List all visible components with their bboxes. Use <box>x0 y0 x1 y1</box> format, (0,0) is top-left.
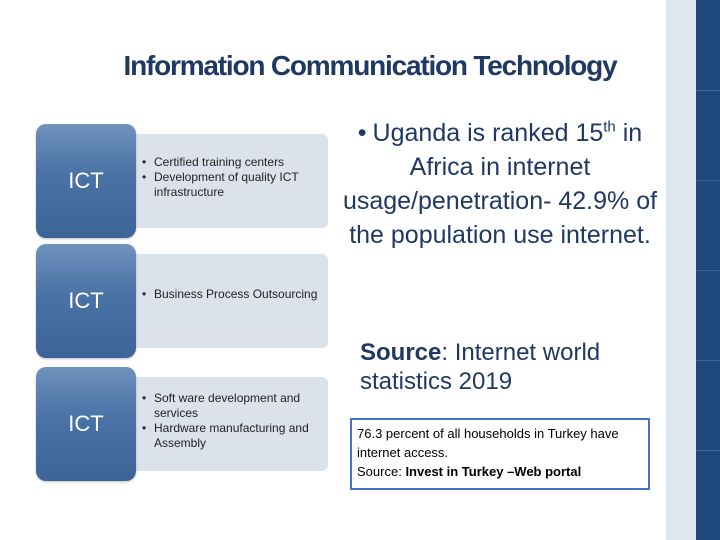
uganda-line-pre: Uganda is ranked 15 <box>372 119 604 147</box>
ict-row-2-bullets: Business Process Outsourcing <box>142 287 322 302</box>
uganda-ranking-text: • Uganda is ranked 15th in Africa in inte… <box>340 116 660 252</box>
uganda-source-label: Source <box>360 339 442 366</box>
ict-row-1-label: ICT <box>68 168 104 193</box>
uganda-source-text: : Internet world statistics 2019 <box>360 339 601 395</box>
uganda-line-sup: th <box>603 118 616 136</box>
band-divider <box>696 180 720 181</box>
slide-title: Information Communication Technology <box>123 50 618 81</box>
turkey-source-label: Source: <box>357 464 402 479</box>
bullet-marker: • <box>357 119 367 147</box>
ict-row-3-bullets: Soft ware development and services Hardw… <box>142 391 322 451</box>
ict-row-2-box <box>36 244 136 358</box>
bullet-item: Hardware manufacturing and Assembly <box>142 421 322 451</box>
band-divider <box>696 90 720 91</box>
uganda-source: Source: Internet world statistics 2019 <box>360 338 660 396</box>
bullet-item: Certified training centers <box>142 155 322 170</box>
band-divider <box>696 450 720 451</box>
turkey-source-text: Invest in Turkey –Web portal <box>405 464 582 479</box>
bullet-item: Soft ware development and services <box>142 391 322 421</box>
band-divider <box>696 270 720 271</box>
ict-row-2-label: ICT <box>68 288 104 313</box>
uganda-line-rest: in Africa in internet usage/penetration-… <box>342 119 658 249</box>
band-divider <box>696 360 720 361</box>
turkey-text: 76.3 percent of all households in Turkey… <box>357 426 619 460</box>
ict-row-1-bullets: Certified training centers Development o… <box>142 155 322 200</box>
ict-row-3-label: ICT <box>68 411 104 436</box>
right-band-dark <box>696 0 720 540</box>
ict-row-1-box <box>36 124 136 238</box>
turkey-text-box: 76.3 percent of all households in Turkey… <box>350 418 650 490</box>
right-band-light <box>666 0 696 540</box>
bullet-item: Business Process Outsourcing <box>142 287 322 302</box>
ict-row-3-box <box>36 367 136 481</box>
bullet-item: Development of quality ICT infrastructur… <box>142 170 322 200</box>
